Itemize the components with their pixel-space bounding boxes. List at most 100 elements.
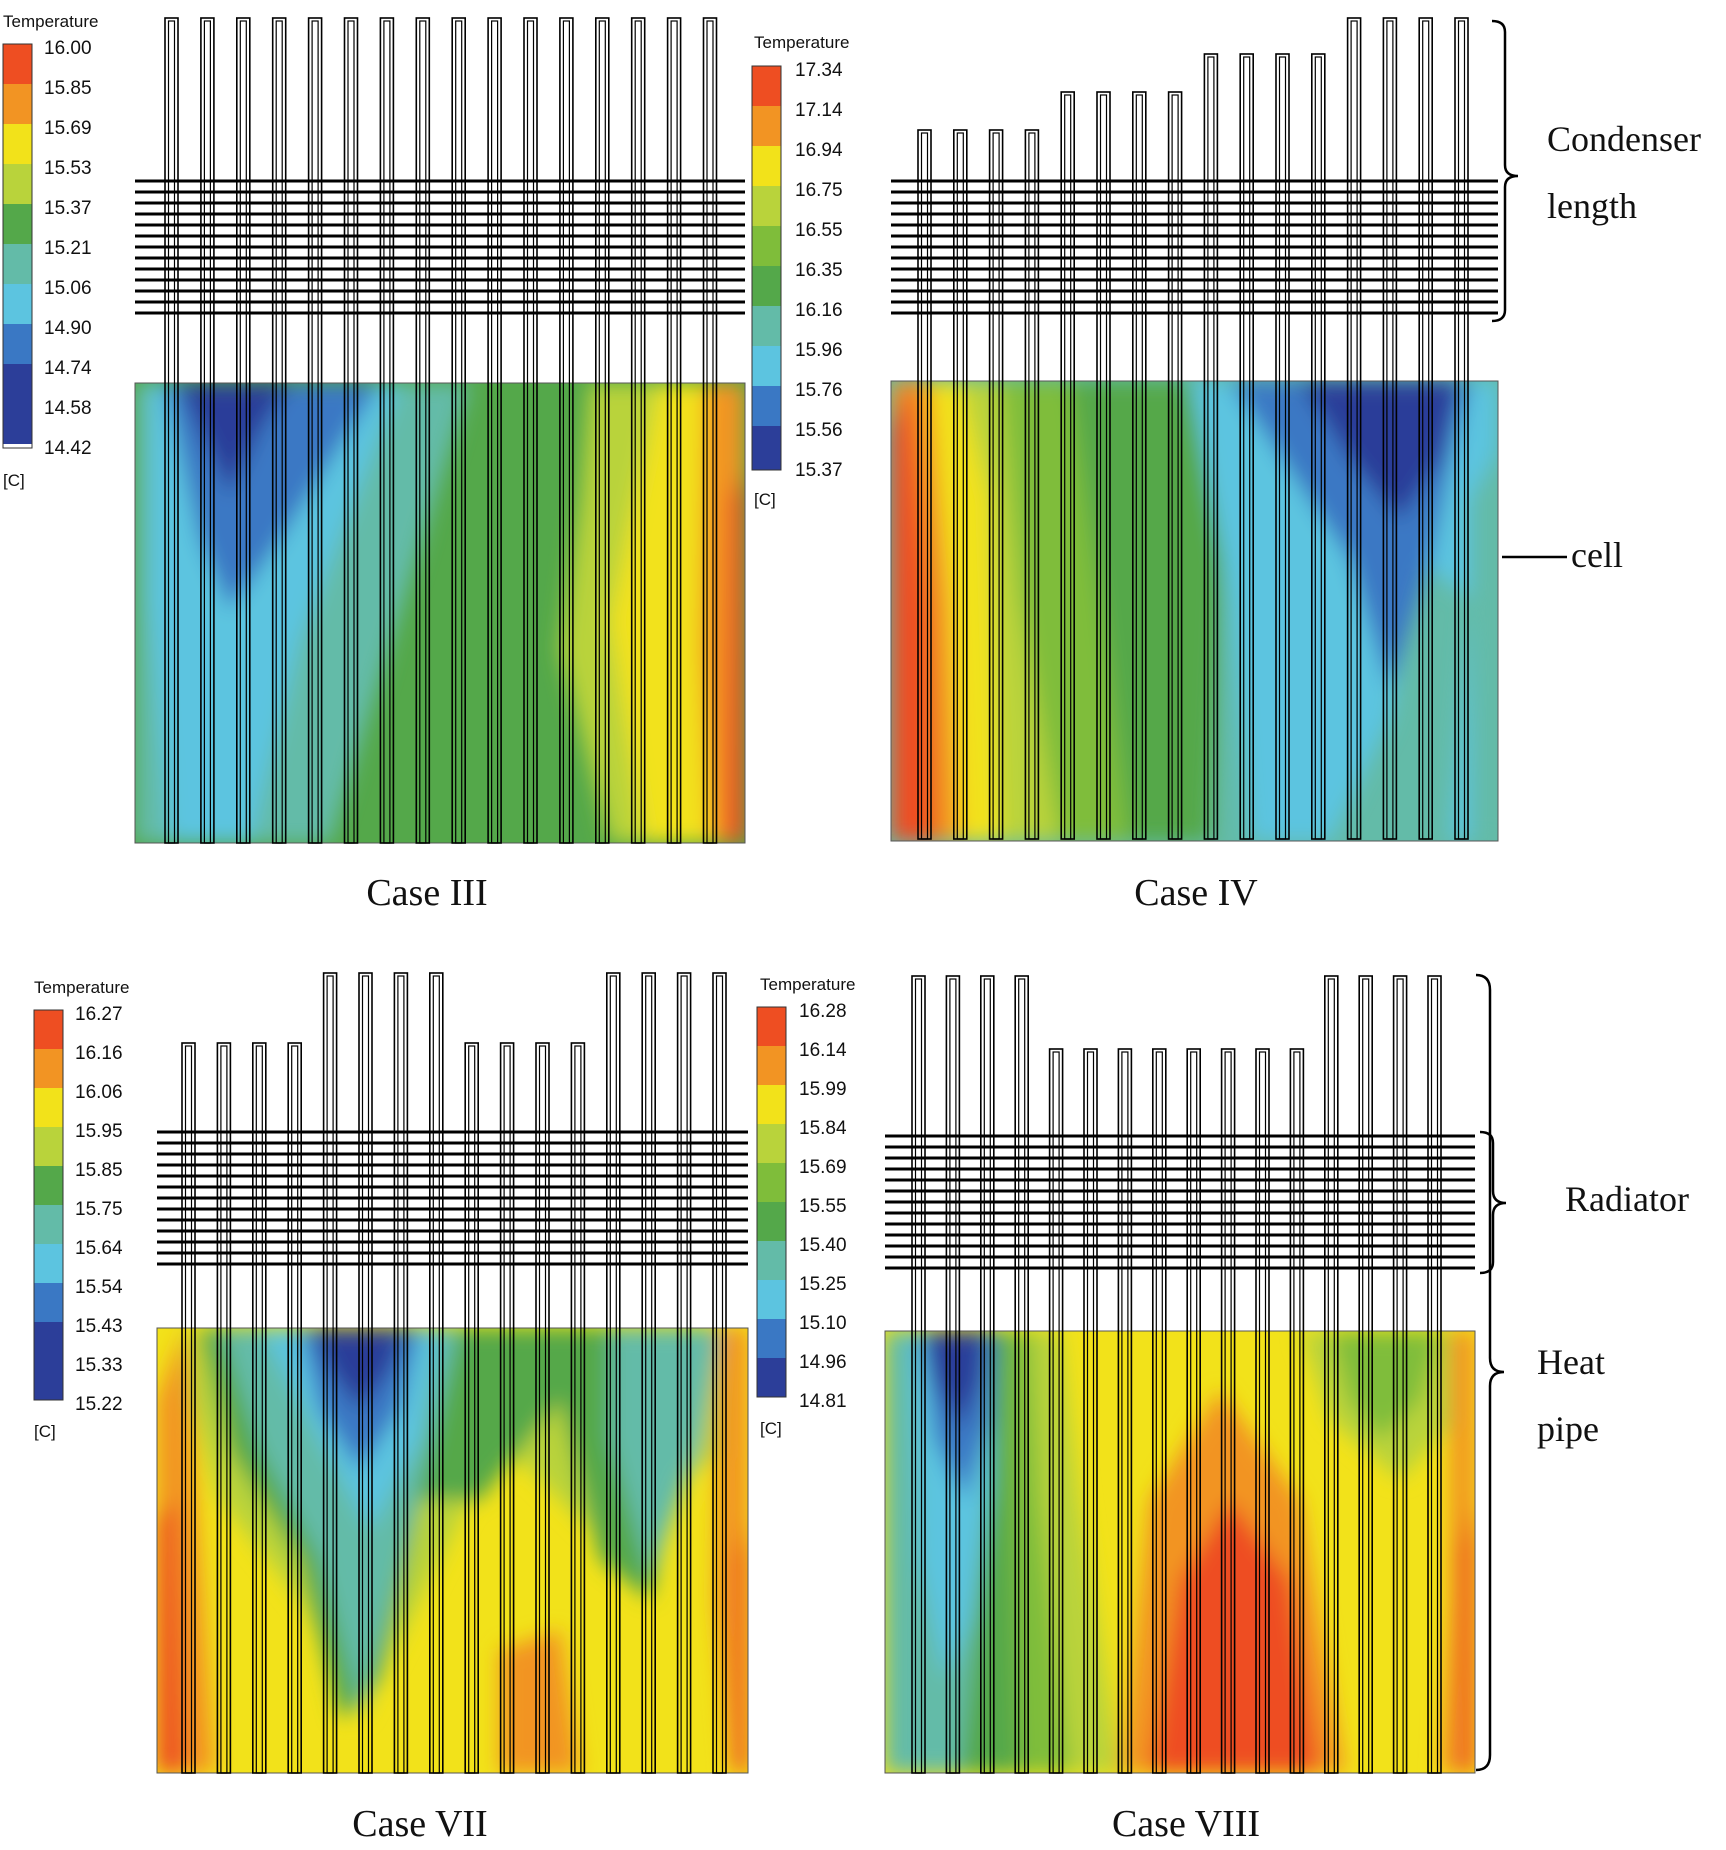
case-label: Case VIII [1112, 1803, 1260, 1845]
heat-pipe-core [983, 978, 991, 1774]
heat-pipe-core [1314, 56, 1322, 840]
contour-case-viii [885, 1331, 1475, 1773]
radiator-fins-case-vii [157, 1130, 748, 1266]
pipes-case-vii [181, 972, 727, 1774]
legend-tick: 15.06 [44, 278, 92, 299]
heat-pipe-core [538, 1045, 547, 1774]
heat-pipe-annotation: Heat pipe [1475, 973, 1605, 1772]
legend-tick: 16.75 [795, 180, 843, 201]
legend-tick: 14.58 [44, 398, 92, 419]
heat-pipe-core [1207, 56, 1215, 840]
case-label: Case VII [352, 1803, 487, 1845]
annotation-radiator: Radiator [1565, 1179, 1689, 1219]
heat-pipe-core [1171, 94, 1179, 840]
heat-pipe-core [1278, 56, 1287, 840]
heat-pipe-core [598, 20, 606, 844]
heat-pipe-core [468, 1045, 476, 1774]
heat-pipe-core [383, 20, 391, 844]
case-label: Case III [366, 872, 487, 914]
legend-tick: 15.84 [799, 1118, 847, 1139]
heat-pipe-core [203, 20, 211, 844]
legend-tick: 15.21 [44, 238, 92, 259]
heat-pipe-core [1028, 132, 1036, 840]
legend-tick: 15.22 [75, 1394, 123, 1415]
heat-pipe-core [1224, 1051, 1232, 1774]
heat-pipe-core [347, 20, 355, 844]
panel-case-iv: Temperature 17.34 17.14 16.94 16.75 16.5 [751, 17, 1701, 914]
legend-tick: 16.16 [75, 1043, 123, 1064]
colorbar [33, 1009, 64, 1401]
legend-tick: 15.96 [795, 340, 843, 361]
legend-case-viii: Temperature 16.28 16.14 15.99 15.84 15.6 [756, 975, 855, 1438]
contour-case-iv [891, 381, 1498, 841]
legend-unit: [C] [3, 471, 25, 490]
legend-ticks: 17.34 17.14 16.94 16.75 16.55 16.35 16.1… [795, 60, 843, 481]
radiator-annotation: Radiator [1479, 1130, 1689, 1275]
legend-ticks: 16.28 16.14 15.99 15.84 15.69 15.55 15.4… [799, 1001, 847, 1412]
heat-pipe-core [670, 20, 678, 844]
legend-tick: 15.76 [795, 380, 843, 401]
heat-pipe-core [1396, 978, 1404, 1774]
heat-pipe-core [1327, 978, 1335, 1774]
legend-tick: 15.54 [75, 1277, 123, 1298]
heat-pipe-core [1258, 1051, 1267, 1774]
heat-pipe-core [239, 20, 247, 844]
legend-tick: 16.00 [44, 38, 92, 59]
heat-pipe-core [706, 20, 714, 844]
heat-pipe-core [526, 20, 535, 844]
heat-pipe-core [634, 20, 642, 844]
annotation-cell: cell [1571, 535, 1623, 575]
heat-pipe-core [1362, 978, 1370, 1774]
heat-pipe-core [609, 975, 617, 1774]
panel-case-viii: Temperature 16.28 16.14 15.99 15.84 15.6 [756, 973, 1689, 1845]
colorbar [751, 65, 782, 471]
heat-pipe-core [1064, 94, 1072, 840]
legend-tick: 15.55 [799, 1196, 847, 1217]
heat-pipe-core [255, 1045, 263, 1774]
legend-tick: 14.74 [44, 358, 92, 379]
panel-case-vii: Temperature 16.27 16.16 16.06 15.95 15.8… [33, 972, 749, 1845]
condenser-length-annotation: Condenser length [1491, 19, 1701, 323]
legend-tick: 17.14 [795, 100, 843, 121]
heat-pipe-core [455, 20, 463, 844]
heat-pipe-core [167, 20, 176, 844]
heat-pipe-core [1052, 1051, 1060, 1774]
legend-tick: 16.35 [795, 260, 843, 281]
legend-unit: [C] [754, 490, 776, 509]
colorbar [2, 43, 33, 449]
heat-pipe-core [1457, 20, 1466, 840]
legend-tick: 14.90 [44, 318, 92, 339]
heat-pipe-core [574, 1045, 582, 1774]
radiator-fins-case-iv [891, 179, 1498, 315]
heat-pipe-core [1422, 20, 1430, 840]
cell-annotation: cell [1502, 535, 1623, 575]
legend-case-iv: Temperature 17.34 17.14 16.94 16.75 16.5 [751, 33, 849, 509]
legend-tick: 16.14 [799, 1040, 847, 1061]
heat-pipe-core [311, 20, 319, 844]
legend-tick: 15.69 [44, 118, 92, 139]
legend-tick: 14.81 [799, 1391, 847, 1412]
heat-pipe-core [562, 20, 571, 844]
legend-case-iii: Temperature 16.00 15.85 15.69 15.53 15.3… [2, 12, 98, 490]
heat-pipe-core [1350, 20, 1358, 840]
legend-case-vii: Temperature 16.27 16.16 16.06 15.95 15.8… [33, 978, 129, 1441]
annotation-condenser: Condenser [1547, 119, 1701, 159]
legend-ticks: 16.00 15.85 15.69 15.53 15.37 15.21 15.0… [44, 38, 92, 459]
heat-pipe-core [1086, 1051, 1095, 1774]
legend-tick: 16.27 [75, 1004, 123, 1025]
heat-pipe-core [326, 975, 334, 1774]
heat-pipe-core [715, 975, 724, 1774]
legend-tick: 16.06 [75, 1082, 123, 1103]
heat-pipe-core [419, 20, 427, 844]
legend-tick: 14.42 [44, 438, 92, 459]
legend-unit: [C] [760, 1419, 782, 1438]
case-label: Case IV [1134, 872, 1258, 914]
contour-case-iii [135, 383, 745, 843]
legend-title: Temperature [760, 975, 855, 994]
pipes-case-iv [917, 17, 1469, 840]
annotation-length: length [1547, 186, 1637, 226]
heat-pipe-core [503, 1045, 511, 1774]
heat-pipe-core [1099, 94, 1108, 840]
heat-pipe-core [956, 132, 964, 840]
